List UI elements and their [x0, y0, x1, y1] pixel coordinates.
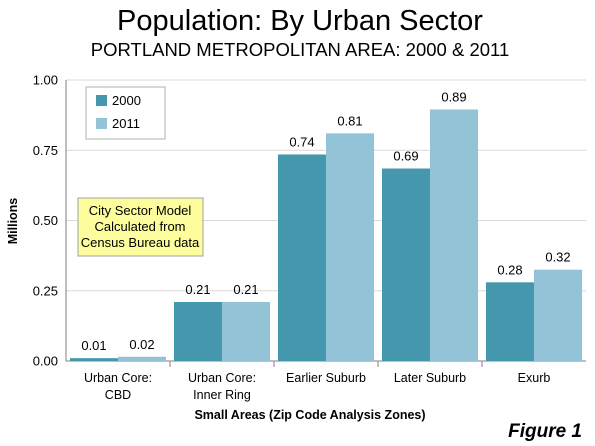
y-tick-label: 0.50 [33, 213, 58, 228]
bar-2011 [534, 269, 582, 361]
figure-label: Figure 1 [508, 421, 582, 441]
annotation-box [77, 197, 204, 257]
bar-value-label: 0.81 [337, 113, 362, 128]
bar-value-label: 0.32 [545, 250, 570, 265]
legend-swatch-2000 [96, 95, 107, 106]
x-axis-label: Small Areas (Zip Code Analysis Zones) [194, 408, 425, 422]
bar-2011 [430, 109, 478, 361]
legend-swatch-2011 [96, 118, 107, 129]
y-axis-label: Millions [6, 198, 20, 245]
x-tick-label: Urban Core: [188, 371, 256, 385]
bar-value-label: 0.21 [185, 282, 210, 297]
bar-value-label: 0.02 [129, 337, 154, 352]
legend: 2000 2011 [85, 86, 166, 140]
bar-2000 [382, 168, 430, 361]
bar-value-label: 0.28 [497, 262, 522, 277]
data-labels: 0.01 0.02 0.21 0.21 0.74 0.81 0.69 0.89 0.28 0.32 [81, 90, 570, 354]
bar-2000 [174, 301, 222, 361]
bar-2011 [222, 301, 270, 361]
bar-value-label: 0.21 [233, 282, 258, 297]
x-tick-labels: Urban Core: CBD Urban Core: Inner Ring Earli… [84, 371, 550, 402]
x-tick-label: Inner Ring [193, 388, 251, 402]
x-tick-label: Later Suburb [394, 371, 466, 385]
bar-value-label: 0.69 [393, 149, 418, 164]
bar-2000 [486, 282, 534, 361]
bar-2000 [70, 358, 118, 361]
chart-title: Population: By Urban Sector [117, 5, 483, 37]
y-tick-label: 0.00 [33, 354, 58, 369]
x-tick-label: Urban Core: [84, 371, 152, 385]
annotation-note: City Sector Model Calculated from Census… [77, 197, 204, 257]
legend-label-2011: 2011 [112, 116, 140, 131]
bar-2011 [326, 133, 374, 361]
bar-value-label: 0.89 [441, 90, 466, 105]
x-tick-label: Exurb [518, 371, 551, 385]
y-tick-label: 0.25 [33, 283, 58, 298]
y-tick-label: 1.00 [33, 73, 58, 88]
bar-2011 [118, 356, 166, 361]
bar-2000 [278, 154, 326, 361]
y-tick-label: 0.75 [33, 143, 58, 158]
chart-subtitle: PORTLAND METROPOLITAN AREA: 2000 & 2011 [91, 39, 509, 60]
annotation-line-1: City Sector Model [89, 203, 192, 218]
x-tick-label: Earlier Suburb [286, 371, 366, 385]
y-tick-labels: 0.00 0.25 0.50 0.75 1.00 [33, 73, 58, 369]
x-tick-label: CBD [105, 388, 131, 402]
bars [70, 109, 582, 361]
annotation-line-3: Census Bureau data [81, 235, 200, 250]
bar-value-label: 0.01 [81, 338, 106, 353]
legend-label-2000: 2000 [112, 93, 141, 108]
annotation-line-2: Calculated from [94, 219, 185, 234]
bar-value-label: 0.74 [289, 134, 314, 149]
